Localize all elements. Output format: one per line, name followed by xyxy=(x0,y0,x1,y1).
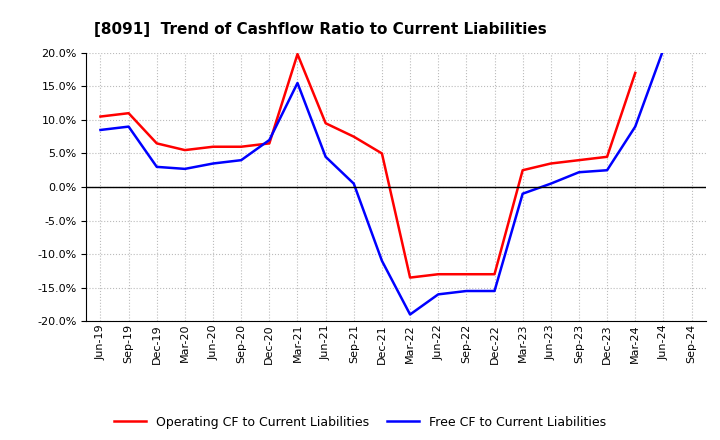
Free CF to Current Liabilities xyxy=(490,288,499,293)
Operating CF to Current Liabilities xyxy=(181,147,189,153)
Free CF to Current Liabilities xyxy=(265,137,274,143)
Operating CF to Current Liabilities xyxy=(546,161,555,166)
Operating CF to Current Liabilities xyxy=(575,158,583,163)
Operating CF to Current Liabilities xyxy=(518,168,527,173)
Free CF to Current Liabilities xyxy=(153,164,161,169)
Free CF to Current Liabilities xyxy=(434,292,443,297)
Operating CF to Current Liabilities xyxy=(434,271,443,277)
Free CF to Current Liabilities xyxy=(237,158,246,163)
Free CF to Current Liabilities xyxy=(462,288,471,293)
Operating CF to Current Liabilities xyxy=(603,154,611,159)
Operating CF to Current Liabilities xyxy=(490,271,499,277)
Operating CF to Current Liabilities xyxy=(265,141,274,146)
Text: [8091]  Trend of Cashflow Ratio to Current Liabilities: [8091] Trend of Cashflow Ratio to Curren… xyxy=(94,22,546,37)
Operating CF to Current Liabilities xyxy=(125,110,133,116)
Free CF to Current Liabilities xyxy=(631,124,639,129)
Free CF to Current Liabilities xyxy=(603,168,611,173)
Line: Operating CF to Current Liabilities: Operating CF to Current Liabilities xyxy=(101,54,635,278)
Free CF to Current Liabilities xyxy=(406,312,415,317)
Free CF to Current Liabilities xyxy=(321,154,330,159)
Free CF to Current Liabilities xyxy=(377,258,386,264)
Free CF to Current Liabilities xyxy=(96,127,105,132)
Operating CF to Current Liabilities xyxy=(237,144,246,149)
Operating CF to Current Liabilities xyxy=(293,51,302,57)
Free CF to Current Liabilities xyxy=(181,166,189,172)
Free CF to Current Liabilities xyxy=(659,47,667,52)
Operating CF to Current Liabilities xyxy=(349,134,358,139)
Operating CF to Current Liabilities xyxy=(406,275,415,280)
Free CF to Current Liabilities xyxy=(518,191,527,196)
Operating CF to Current Liabilities xyxy=(96,114,105,119)
Operating CF to Current Liabilities xyxy=(377,151,386,156)
Operating CF to Current Liabilities xyxy=(321,121,330,126)
Free CF to Current Liabilities xyxy=(209,161,217,166)
Operating CF to Current Liabilities xyxy=(153,141,161,146)
Free CF to Current Liabilities xyxy=(125,124,133,129)
Free CF to Current Liabilities xyxy=(349,181,358,186)
Operating CF to Current Liabilities xyxy=(462,271,471,277)
Free CF to Current Liabilities xyxy=(575,169,583,175)
Operating CF to Current Liabilities xyxy=(209,144,217,149)
Legend: Operating CF to Current Liabilities, Free CF to Current Liabilities: Operating CF to Current Liabilities, Fre… xyxy=(109,411,611,434)
Operating CF to Current Liabilities xyxy=(631,70,639,76)
Free CF to Current Liabilities xyxy=(293,81,302,86)
Free CF to Current Liabilities xyxy=(546,181,555,186)
Line: Free CF to Current Liabilities: Free CF to Current Liabilities xyxy=(101,49,663,315)
